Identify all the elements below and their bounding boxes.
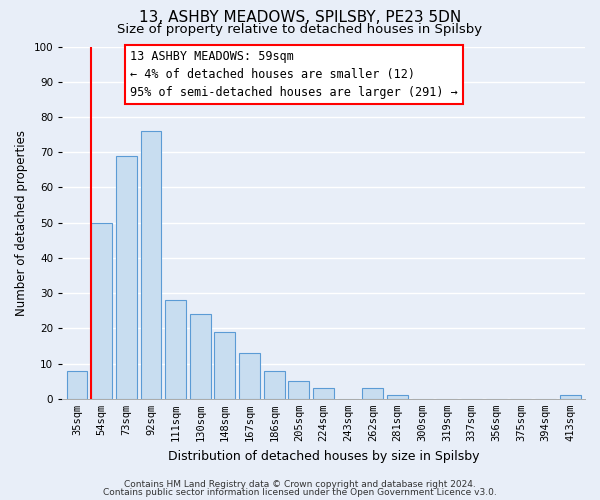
Bar (190, 314, 211, 399)
X-axis label: Distribution of detached houses by size in Spilsby: Distribution of detached houses by size … (168, 450, 479, 462)
Bar (140, 131, 161, 399)
Bar (289, 381, 310, 399)
Bar (362, 388, 383, 399)
Text: 13 ASHBY MEADOWS: 59sqm
← 4% of detached houses are smaller (12)
95% of semi-det: 13 ASHBY MEADOWS: 59sqm ← 4% of detached… (130, 50, 458, 99)
Text: Contains public sector information licensed under the Open Government Licence v3: Contains public sector information licen… (103, 488, 497, 497)
Bar (313, 388, 334, 399)
Bar (67, 370, 88, 399)
Bar (214, 332, 235, 399)
Bar (264, 370, 285, 399)
Bar (165, 300, 186, 399)
Y-axis label: Number of detached properties: Number of detached properties (15, 130, 28, 316)
Text: Size of property relative to detached houses in Spilsby: Size of property relative to detached ho… (118, 22, 482, 36)
Text: 13, ASHBY MEADOWS, SPILSBY, PE23 5DN: 13, ASHBY MEADOWS, SPILSBY, PE23 5DN (139, 10, 461, 25)
Bar (91, 222, 112, 399)
Bar (387, 396, 408, 399)
Bar (116, 156, 137, 399)
Bar (560, 396, 581, 399)
Text: Contains HM Land Registry data © Crown copyright and database right 2024.: Contains HM Land Registry data © Crown c… (124, 480, 476, 489)
Bar (239, 353, 260, 399)
